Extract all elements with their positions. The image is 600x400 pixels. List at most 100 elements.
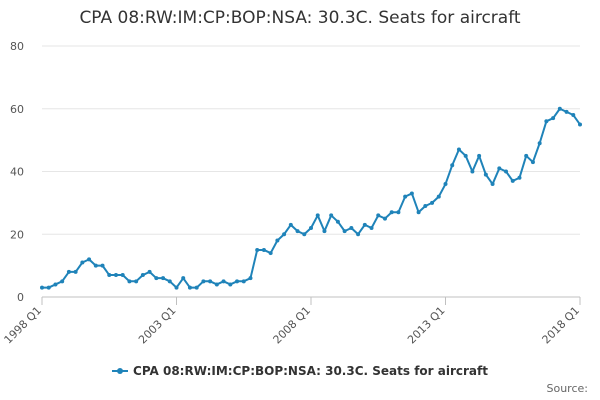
credits[interactable]: Source: (546, 382, 589, 395)
data-point (235, 279, 240, 284)
data-point (349, 225, 354, 230)
data-point (241, 279, 246, 284)
data-point (181, 276, 186, 281)
data-point (403, 194, 408, 199)
data-point (376, 213, 381, 218)
y-tick-label: 20 (10, 228, 24, 241)
data-point (483, 172, 488, 177)
data-point (578, 122, 582, 127)
data-point (154, 276, 159, 281)
data-point (120, 273, 125, 278)
data-point (201, 279, 206, 284)
x-axis: 1998 Q1 2003 Q1 2008 Q1 2013 Q1 2018 Q1 (2, 296, 583, 347)
data-point (87, 257, 92, 262)
data-point (275, 238, 280, 243)
data-point (302, 232, 307, 237)
data-point (113, 273, 118, 278)
data-point (389, 210, 394, 215)
y-tick-label: 40 (10, 166, 24, 179)
data-point (100, 263, 105, 268)
data-point (551, 116, 556, 121)
legend[interactable]: CPA 08:RW:IM:CP:BOP:NSA: 30.3C. Seats fo… (0, 364, 600, 378)
data-point (248, 276, 253, 281)
data-point (73, 269, 78, 274)
data-point (268, 251, 273, 256)
data-point (315, 213, 320, 218)
data-point (477, 153, 482, 158)
data-point (221, 279, 226, 284)
data-point (544, 119, 549, 124)
data-point (530, 160, 535, 165)
data-point (504, 169, 509, 174)
data-point (214, 282, 219, 287)
data-point (288, 222, 293, 227)
data-point (356, 232, 361, 237)
data-point (382, 216, 387, 221)
data-point (127, 279, 132, 284)
data-point (93, 263, 98, 268)
data-point (107, 273, 112, 278)
x-tick-label: 2013 Q1 (405, 304, 448, 347)
data-point (490, 182, 495, 187)
data-point (167, 279, 172, 284)
data-point (396, 210, 401, 215)
data-point (436, 194, 441, 199)
data-point (282, 232, 287, 237)
data-point (329, 213, 334, 218)
data-point (571, 113, 576, 118)
y-tick-label: 60 (10, 103, 24, 116)
data-point (517, 175, 522, 180)
data-point (161, 276, 166, 281)
data-point (537, 141, 542, 146)
x-tick-label: 1998 Q1 (2, 304, 45, 347)
data-point (261, 247, 266, 252)
y-axis-labels: 0 20 40 60 80 (10, 40, 24, 304)
line-chart: 0 20 40 60 80 1998 Q1 2003 Q1 2008 Q1 2013 Q1 20… (2, 40, 583, 347)
data-point (423, 204, 428, 209)
data-point (174, 285, 179, 290)
data-point (40, 285, 44, 290)
data-point (342, 229, 347, 234)
y-tick-label: 0 (17, 291, 24, 304)
data-point (255, 247, 260, 252)
data-point (60, 279, 65, 284)
data-point (134, 279, 139, 284)
data-point (416, 210, 421, 215)
x-tick-label: 2003 Q1 (136, 304, 179, 347)
y-tick-label: 80 (10, 40, 24, 53)
series-layer (40, 106, 582, 290)
data-point (295, 229, 300, 234)
grid-lines (42, 45, 580, 235)
data-point (66, 269, 71, 274)
data-point (369, 225, 374, 230)
chart-title: CPA 08:RW:IM:CP:BOP:NSA: 30.3C. Seats fo… (79, 8, 521, 28)
data-point (187, 285, 192, 290)
legend-line-icon (112, 366, 129, 376)
data-point (46, 285, 51, 290)
data-point (456, 147, 461, 152)
data-point (228, 282, 233, 287)
data-point (335, 219, 340, 224)
x-tick-label: 2018 Q1 (540, 304, 583, 347)
data-point (147, 269, 152, 274)
data-point (470, 169, 475, 174)
data-point (309, 225, 313, 230)
data-point (53, 282, 58, 287)
data-point (362, 222, 367, 227)
data-point (557, 106, 562, 111)
data-point (510, 178, 515, 183)
legend-label[interactable]: CPA 08:RW:IM:CP:BOP:NSA: 30.3C. Seats fo… (133, 364, 488, 378)
data-point (140, 273, 145, 278)
series-line (42, 107, 581, 289)
data-point (524, 153, 529, 158)
x-tick-label: 2008 Q1 (271, 304, 314, 347)
data-point (322, 229, 327, 234)
data-point (450, 163, 455, 168)
data-point (443, 182, 448, 187)
data-point (497, 166, 502, 171)
data-point (564, 109, 569, 114)
data-point (463, 153, 468, 158)
data-point (194, 285, 199, 290)
data-point (208, 279, 213, 284)
data-point (80, 260, 85, 265)
